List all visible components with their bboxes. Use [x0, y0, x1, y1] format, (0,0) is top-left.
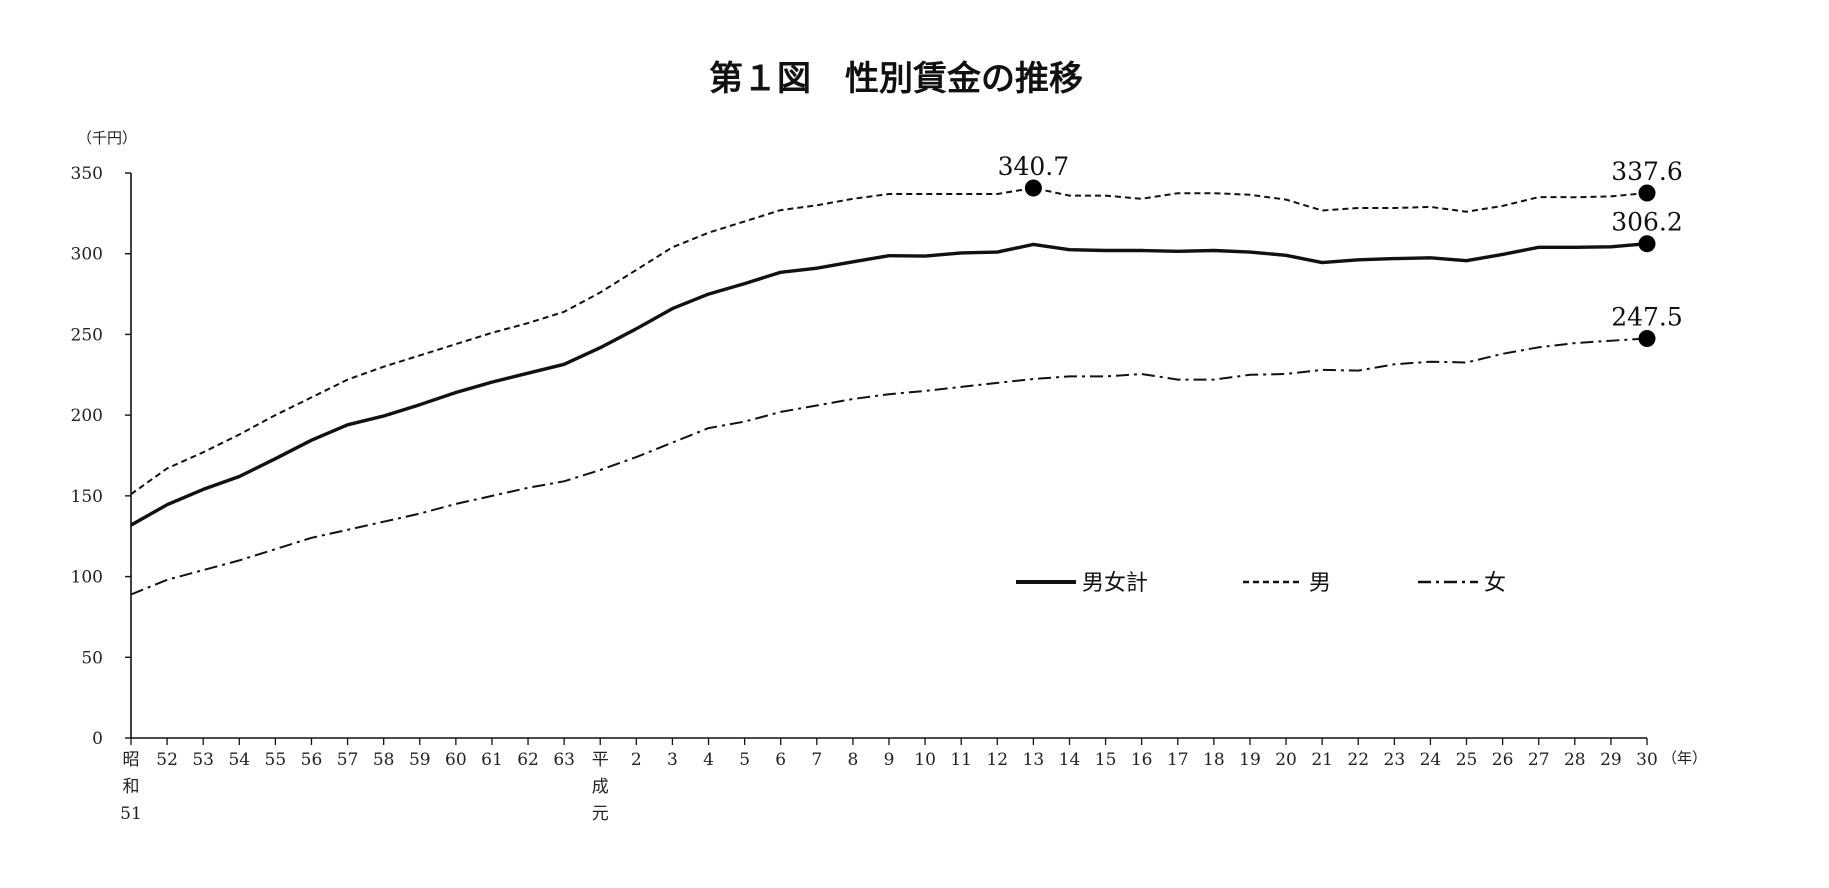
- x-tick-label: 61: [481, 750, 503, 770]
- x-tick-label: 5: [739, 750, 750, 770]
- x-tick-label: 22: [1347, 750, 1369, 770]
- x-axis-unit: （年）: [1662, 749, 1707, 767]
- chart-title: 第１図 性別賃金の推移: [709, 59, 1083, 99]
- x-tick-label: 24: [1420, 750, 1442, 770]
- x-tick-label: 56: [301, 750, 323, 770]
- x-tick-label: 29: [1600, 750, 1622, 770]
- y-tick-label: 200: [71, 406, 103, 426]
- x-tick-label: 63: [553, 750, 575, 770]
- x-tick-label: 60: [445, 750, 467, 770]
- x-tick-label: 58: [373, 750, 395, 770]
- legend-label: 男: [1309, 571, 1331, 596]
- x-tick-label: 16: [1131, 750, 1153, 770]
- annotation-markers: 340.7 337.6 306.2 247.5: [998, 152, 1683, 347]
- y-axis-ticks: 0 50 100 150 200 250 300 350: [71, 164, 131, 749]
- x-tick-label: 23: [1384, 750, 1406, 770]
- x-tick-label: 28: [1564, 750, 1586, 770]
- x-tick-label: 59: [409, 750, 431, 770]
- x-tick-label: 13: [1023, 750, 1045, 770]
- x-tick-label: 12: [986, 750, 1008, 770]
- annotation-label: 337.6: [1611, 157, 1683, 186]
- x-tick-label: 6: [775, 750, 786, 770]
- x-tick-label: 19: [1239, 750, 1261, 770]
- annotation-label: 306.2: [1611, 208, 1683, 237]
- legend: 男女計 男 女: [1016, 571, 1506, 596]
- y-tick-label: 0: [92, 729, 103, 749]
- x-tick-label: 52: [156, 750, 178, 770]
- series-line-dashed: [130, 187, 1648, 496]
- annotation-label: 340.7: [998, 152, 1070, 181]
- y-tick-label: 350: [71, 164, 103, 184]
- x-tick-label: 26: [1492, 750, 1514, 770]
- x-tick-label: 53: [192, 750, 214, 770]
- y-tick-label: 50: [81, 648, 103, 668]
- series-line-solid: [130, 242, 1648, 527]
- y-tick-label: 100: [71, 568, 103, 588]
- x-tick-label: 7: [811, 750, 822, 770]
- x-tick-label: 17: [1167, 750, 1189, 770]
- x-tick-label: 30: [1636, 750, 1658, 770]
- x-tick-label: 21: [1311, 750, 1333, 770]
- annotation-dot: [1638, 329, 1656, 347]
- series-lines: [130, 187, 1648, 596]
- annotation-dot: [1638, 235, 1656, 253]
- x-tick-label: 10: [914, 750, 936, 770]
- x-tick-label: 55: [265, 750, 287, 770]
- x-tick-label: 元: [592, 804, 609, 824]
- y-tick-label: 150: [71, 487, 103, 507]
- x-tick-label: 27: [1528, 750, 1550, 770]
- x-tick-label: 成: [592, 777, 609, 797]
- x-tick-label: 昭: [123, 750, 140, 770]
- x-tick-label: 18: [1203, 750, 1225, 770]
- x-tick-label: 2: [631, 750, 642, 770]
- x-tick-label: 3: [667, 750, 678, 770]
- x-tick-label: 15: [1095, 750, 1117, 770]
- x-tick-label: 57: [337, 750, 359, 770]
- x-tick-label: 54: [228, 750, 250, 770]
- x-tick-label: 14: [1059, 750, 1081, 770]
- legend-label: 男女計: [1082, 571, 1148, 596]
- y-tick-label: 300: [71, 245, 103, 265]
- x-tick-label: 4: [703, 750, 714, 770]
- y-tick-label: 250: [71, 325, 103, 345]
- annotation-dot: [1638, 184, 1656, 202]
- x-tick-label: 20: [1275, 750, 1297, 770]
- x-tick-label: 和: [123, 777, 140, 797]
- x-tick-label: 25: [1456, 750, 1478, 770]
- annotation-dot: [1024, 179, 1042, 197]
- series-line-dash-dot: [130, 337, 1648, 596]
- legend-label: 女: [1484, 571, 1506, 596]
- x-tick-label: 62: [517, 750, 539, 770]
- x-tick-label: 11: [950, 750, 972, 770]
- x-tick-label: 51: [120, 804, 142, 824]
- x-tick-label: 9: [884, 750, 895, 770]
- x-tick-label: 平: [592, 750, 609, 770]
- x-tick-label: 8: [847, 750, 858, 770]
- y-axis-unit: （千円）: [77, 129, 137, 147]
- annotation-label: 247.5: [1611, 302, 1683, 331]
